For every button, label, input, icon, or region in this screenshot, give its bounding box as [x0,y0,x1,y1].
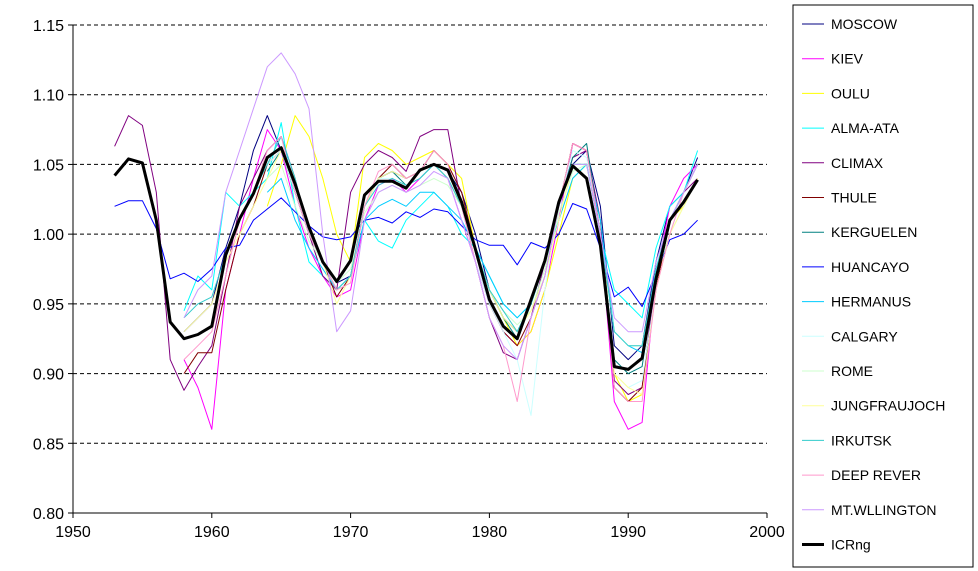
x-tick-label: 2000 [749,524,785,541]
legend-label: OULU [831,85,870,101]
legend-label: HERMANUS [831,294,911,310]
x-tick-label: 1950 [55,524,91,541]
axes [68,24,768,518]
grid-lines [73,24,767,444]
series-line-kerguelen [266,143,699,375]
legend-label: ICRng [831,537,871,553]
y-tick-labels: 0.80 0.85 0.90 0.95 1.00 1.05 1.10 1.15 [33,18,64,523]
series-line-oulu [266,115,699,402]
x-tick-labels: 1950 1960 1970 1980 1990 2000 [55,524,785,541]
y-tick-label: 1.00 [33,227,64,244]
x-tick-label: 1980 [472,524,508,541]
legend-label: HUANCAYO [831,259,909,275]
series-line-hermanus [266,163,699,354]
y-tick-label: 1.15 [33,18,64,35]
legend-label: ALMA-ATA [831,120,900,136]
legend-label: KERGUELEN [831,224,917,240]
legend-label: MOSCOW [831,16,898,32]
legend-label: THULE [831,190,877,206]
y-tick-label: 0.85 [33,436,64,453]
legend-label: MT.WLLINGTON [831,502,937,518]
y-tick-label: 1.05 [33,157,64,174]
series-line-mt-wllington [183,52,699,361]
x-tick-label: 1960 [194,524,230,541]
legend-label: CLIMAX [831,155,884,171]
series-line-jungfraujoch [183,150,699,395]
x-tick-label: 1970 [333,524,369,541]
legend-label: CALGARY [831,328,898,344]
series-line-icrng [113,146,699,371]
legend-label: JUNGFRAUJOCH [831,398,945,414]
y-tick-label: 0.80 [33,506,64,523]
series-line-irkutsk [183,136,699,347]
legend-box [792,4,974,568]
legend-label: DEEP REVER [831,467,921,483]
legend-label: ROME [831,363,873,379]
x-tick-label: 1990 [610,524,646,541]
series-line-rome [266,163,699,347]
y-tick-label: 0.95 [33,297,64,314]
series-lines [113,52,699,430]
y-tick-label: 1.10 [33,88,64,105]
series-line-deep-rever [183,136,699,402]
legend-label: IRKUTSK [831,432,892,448]
y-tick-label: 0.90 [33,367,64,384]
legend: MOSCOW KIEV OULU ALMA-ATA CLIMAX THULE KERGUEL… [792,4,974,568]
legend-label: KIEV [831,51,864,67]
